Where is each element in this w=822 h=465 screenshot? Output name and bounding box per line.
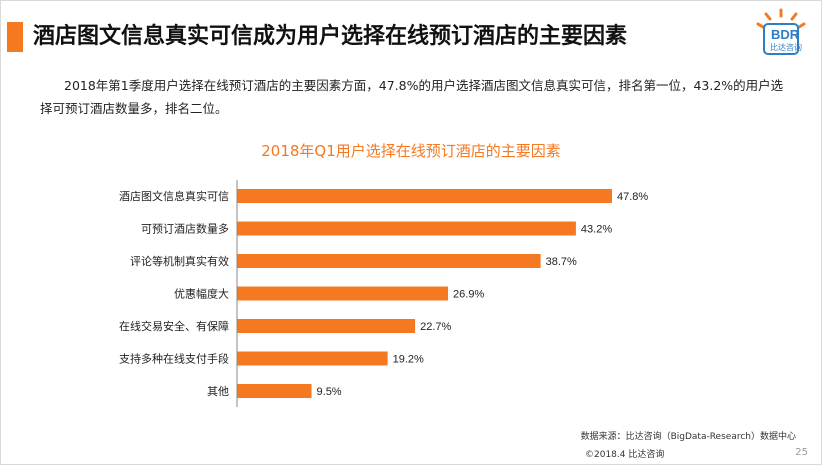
bar (237, 351, 388, 366)
value-label: 26.9% (453, 289, 484, 301)
bar (237, 319, 416, 333)
bar (237, 286, 449, 301)
bar (237, 254, 541, 268)
bdr-logo-icon (756, 8, 806, 55)
value-label: 47.8% (617, 191, 648, 203)
title-accent-bar (7, 22, 23, 52)
bar (237, 189, 612, 203)
category-label: 在线交易安全、有保障 (119, 319, 229, 333)
value-label: 38.7% (546, 256, 577, 268)
category-label: 支持多种在线支付手段 (119, 352, 229, 366)
value-label: 43.2% (581, 224, 612, 236)
value-label: 9.5% (317, 386, 342, 398)
page-title: 酒店图文信息真实可信成为用户选择在线预订酒店的主要因素 (33, 24, 628, 49)
copyright-note: ©2018.4 比达咨询 (585, 450, 665, 460)
value-label: 19.2% (393, 354, 424, 366)
logo-subtitle: 比达咨询 (770, 43, 802, 52)
logo-text: BDR (771, 27, 800, 42)
category-label: 优惠幅度大 (174, 287, 229, 301)
bar (237, 384, 312, 398)
category-label: 评论等机制真实有效 (130, 254, 229, 268)
category-label: 可预订酒店数量多 (141, 222, 229, 236)
chart-title: 2018年Q1用户选择在线预订酒店的主要因素 (261, 142, 561, 160)
category-label: 其他 (207, 385, 229, 398)
data-source-note: 数据来源：比达咨询（BigData-Research）数据中心 (580, 432, 796, 442)
page-number: 25 (795, 447, 808, 458)
value-label: 22.7% (420, 321, 451, 333)
category-label: 酒店图文信息真实可信 (119, 189, 229, 203)
bar (237, 221, 576, 236)
description-paragraph: 2018年第1季度用户选择在线预订酒店的主要因素方面，47.8%的用户选择酒店图… (40, 78, 784, 116)
